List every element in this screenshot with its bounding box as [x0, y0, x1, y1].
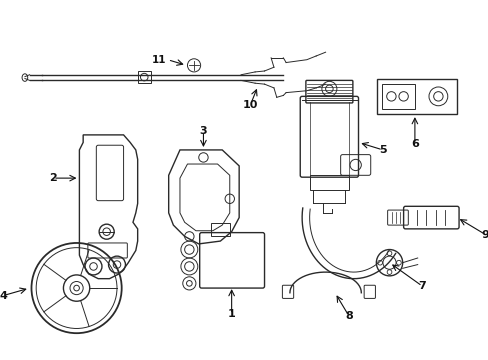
Text: 9: 9 [481, 230, 488, 239]
Text: 5: 5 [378, 145, 386, 155]
Text: 10: 10 [242, 100, 258, 110]
Text: 11: 11 [151, 55, 165, 65]
Text: 4: 4 [0, 291, 7, 301]
Text: 3: 3 [199, 126, 207, 136]
Text: 7: 7 [418, 281, 426, 291]
Text: 2: 2 [49, 173, 57, 183]
Text: 8: 8 [345, 311, 352, 321]
Text: 6: 6 [410, 139, 418, 149]
Text: 1: 1 [227, 309, 235, 319]
